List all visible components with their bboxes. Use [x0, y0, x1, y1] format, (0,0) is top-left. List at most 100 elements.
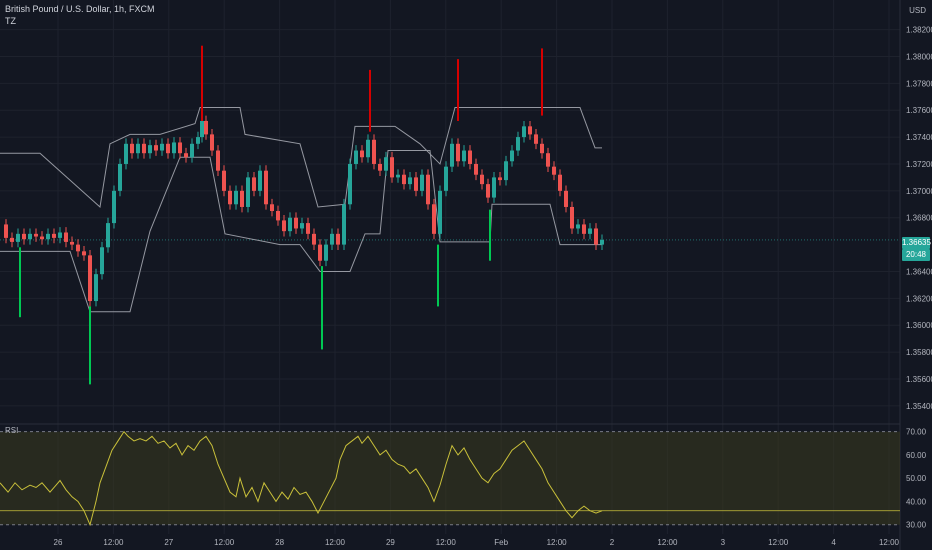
candle-body	[204, 120, 208, 135]
price-axis-tick: 1.37400	[906, 133, 932, 142]
candle-body	[426, 174, 430, 205]
currency-label: USD	[909, 6, 926, 15]
candle-body	[196, 137, 200, 144]
candle-body	[528, 126, 532, 135]
candle-body	[88, 255, 92, 302]
candle-body	[282, 220, 286, 232]
candle-body	[130, 143, 134, 154]
candle-body	[516, 137, 520, 151]
time-axis-tick: 12:00	[214, 538, 235, 547]
candle-body	[190, 143, 194, 158]
rsi-title: RSI	[5, 426, 18, 435]
price-axis-tick: 1.36200	[906, 294, 932, 303]
candle-body	[354, 150, 358, 164]
price-axis-tick: 1.37000	[906, 187, 932, 196]
rsi-axis-tick: 30.00	[906, 521, 927, 530]
candle-body	[348, 163, 352, 205]
candle-body	[166, 143, 170, 154]
time-axis-tick: 12:00	[768, 538, 789, 547]
candle-body	[384, 157, 388, 171]
candle-body	[396, 174, 400, 178]
candle-body	[540, 143, 544, 154]
candle-body	[4, 224, 8, 238]
candle-body	[288, 217, 292, 232]
candle-body	[492, 177, 496, 198]
candle-body	[534, 134, 538, 144]
candle-body	[216, 150, 220, 171]
price-axis-tick: 1.37600	[906, 106, 932, 115]
candle-body	[210, 134, 214, 151]
time-axis-tick: 12:00	[325, 538, 346, 547]
rsi-axis-tick: 50.00	[906, 474, 927, 483]
time-axis-tick: 12:00	[436, 538, 457, 547]
candle-body	[136, 143, 140, 154]
candle-body	[264, 170, 268, 205]
time-axis-tick: 26	[54, 538, 63, 547]
candle-body	[294, 217, 298, 229]
candle-body	[222, 170, 226, 191]
candle-body	[22, 233, 26, 240]
candle-body	[474, 163, 478, 175]
candle-body	[432, 204, 436, 234]
candle-body	[372, 139, 376, 164]
candle-body	[252, 177, 256, 191]
candle-body	[228, 190, 232, 205]
rsi-line	[0, 430, 603, 527]
price-axis-tick: 1.36000	[906, 321, 932, 330]
time-axis-tick: 27	[164, 538, 173, 547]
candle-body	[124, 143, 128, 164]
candle-body	[462, 150, 466, 162]
candle-body	[70, 241, 74, 245]
candle-body	[390, 157, 394, 178]
candle-body	[52, 233, 56, 238]
candle-body	[552, 166, 556, 175]
candle-body	[172, 142, 176, 154]
candle-body	[546, 153, 550, 167]
candle-body	[312, 233, 316, 245]
price-axis-tick: 1.36800	[906, 214, 932, 223]
candle-body	[342, 204, 346, 245]
candle-body	[468, 150, 472, 164]
candle-body	[444, 166, 448, 191]
candle-body	[402, 174, 406, 185]
candle-body	[480, 174, 484, 185]
candle-body	[510, 150, 514, 162]
candle-body	[522, 126, 526, 138]
indicator-label: TZ	[5, 16, 16, 26]
candle-body	[94, 274, 98, 302]
candle-body	[112, 190, 116, 224]
candle-body	[106, 223, 110, 248]
time-axis-tick: 12:00	[103, 538, 124, 547]
candle-body	[76, 244, 80, 252]
candle-body	[46, 233, 50, 240]
candle-body	[378, 163, 382, 171]
candle-body	[414, 177, 418, 191]
candle-body	[82, 251, 86, 256]
time-axis-tick: 28	[275, 538, 284, 547]
candle-body	[498, 177, 502, 181]
candle-body	[504, 161, 508, 181]
candle-body	[100, 247, 104, 275]
candle-body	[240, 190, 244, 207]
candle-body	[234, 190, 238, 205]
candle-body	[582, 224, 586, 234]
time-axis-tick: 12:00	[879, 538, 900, 547]
upper-band-line	[0, 107, 602, 208]
candle-body	[438, 190, 442, 234]
candle-body	[178, 142, 182, 154]
candle-body	[184, 153, 188, 158]
candle-body	[450, 143, 454, 167]
candle-body	[154, 145, 158, 151]
candle-body	[118, 163, 122, 191]
price-axis-tick: 1.35800	[906, 348, 932, 357]
candle-body	[324, 244, 328, 261]
candle-body	[456, 143, 460, 162]
candle-body	[258, 170, 262, 191]
candle-body	[594, 228, 598, 245]
candle-body	[570, 206, 574, 229]
candle-body	[408, 177, 412, 185]
time-axis-tick: 3	[721, 538, 726, 547]
candle-body	[420, 174, 424, 191]
candle-body	[366, 139, 370, 158]
